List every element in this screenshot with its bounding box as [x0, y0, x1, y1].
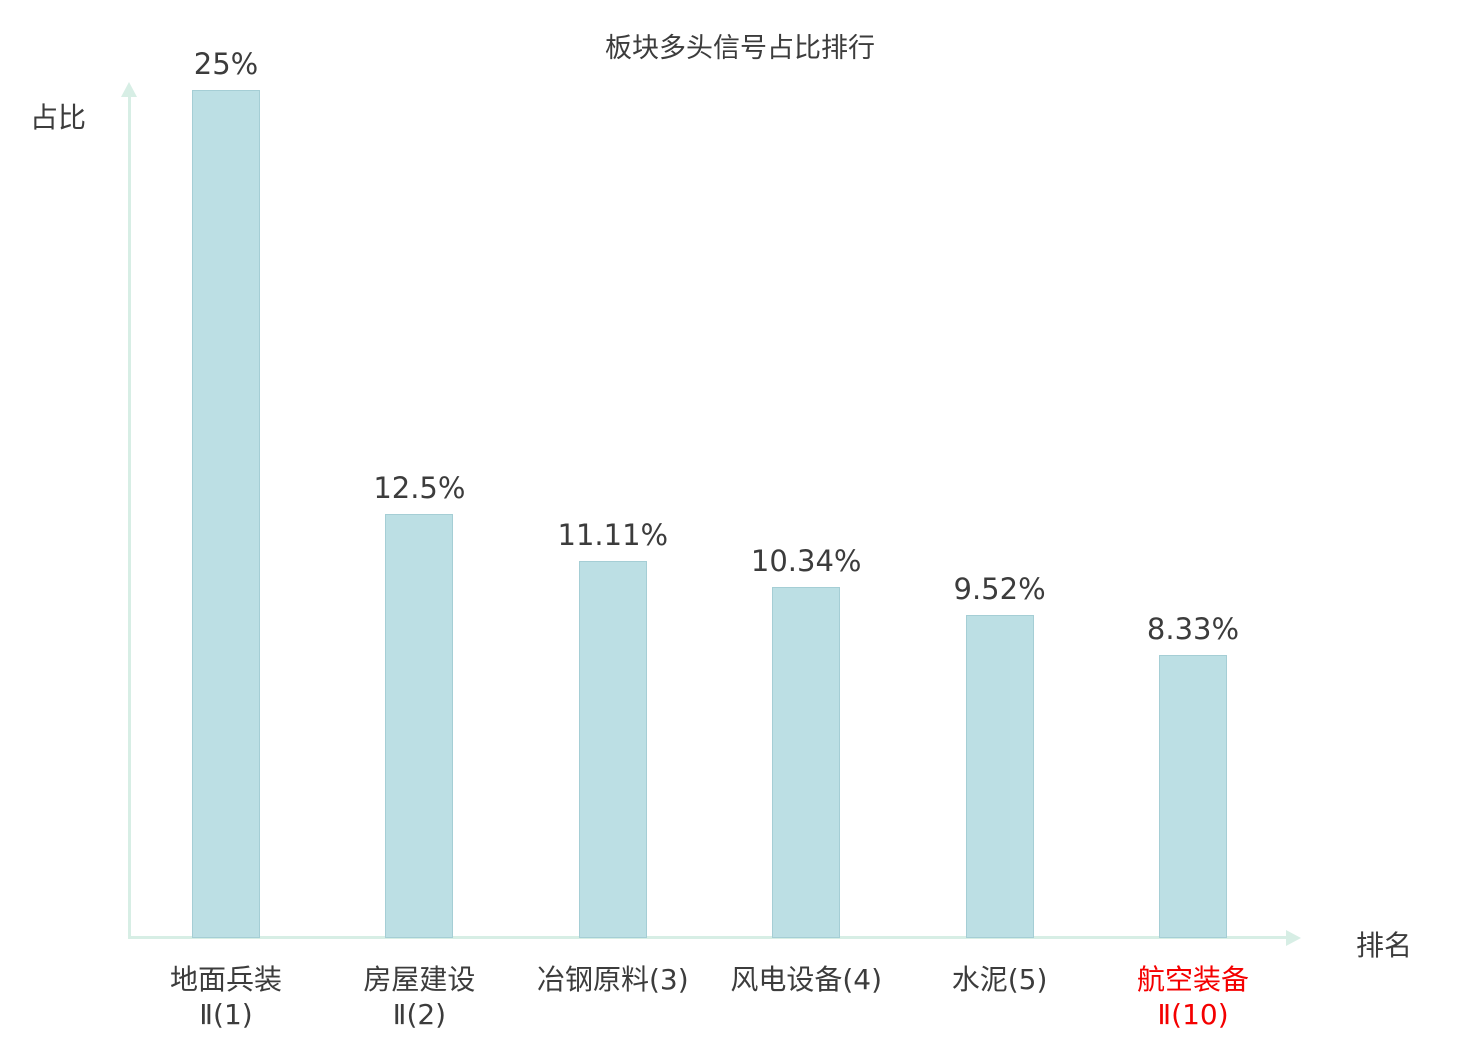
bar — [1159, 655, 1227, 938]
bar-category-label: 地面兵装 Ⅱ(1) — [169, 963, 282, 1031]
bar-value-label: 9.52% — [953, 572, 1046, 607]
bar-category-label: 航空装备 Ⅱ(10) — [1136, 963, 1249, 1031]
bar-value-label: 8.33% — [1146, 612, 1240, 647]
y-axis-label: 占比 — [30, 101, 87, 134]
bar-value-label: 11.11% — [557, 518, 669, 553]
bar-value-label: 25% — [193, 47, 259, 81]
y-axis — [128, 95, 131, 939]
bar — [192, 90, 260, 938]
bar — [385, 514, 454, 938]
x-axis-label: 排名 — [1356, 929, 1413, 962]
bar-category-label: 水泥(5) — [951, 963, 1048, 996]
chart-title: 板块多头信号占比排行 — [605, 33, 875, 64]
bar-category-label: 风电设备(4) — [730, 963, 883, 996]
bar-value-label: 10.34% — [750, 544, 862, 579]
bar-value-label: 12.5% — [373, 471, 466, 505]
bar — [578, 561, 647, 938]
x-axis-arrow-icon — [1286, 930, 1301, 946]
bar-category-label: 房屋建设 Ⅱ(2) — [363, 963, 476, 1031]
bar — [772, 587, 841, 938]
bar-category-label: 冶钢原料(3) — [536, 963, 689, 996]
y-axis-arrow-icon — [121, 82, 137, 97]
bar — [965, 615, 1034, 938]
x-axis — [128, 936, 1288, 939]
